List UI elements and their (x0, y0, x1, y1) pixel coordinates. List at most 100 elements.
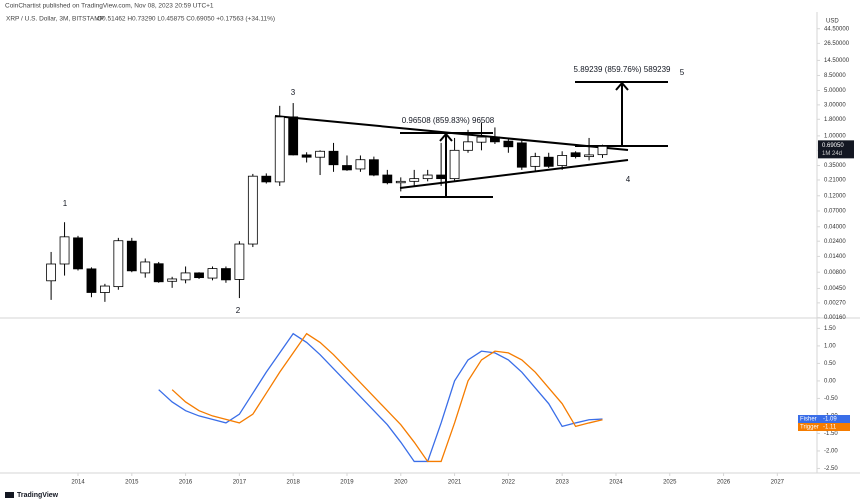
candle-body (382, 174, 393, 184)
candle-body (422, 174, 433, 180)
logo: TradingView (5, 492, 59, 499)
legend-value: -1.11 (823, 425, 837, 431)
indicator-line (171, 332, 603, 463)
x-tick-label: 2023 (555, 480, 569, 486)
y-tick-label: 0.00270 (824, 300, 846, 306)
countdown: 1M 24d (822, 151, 842, 157)
y-tick-label: 1.50 (824, 326, 836, 332)
candle-body (207, 268, 218, 279)
y-tick-label: -0.50 (824, 396, 838, 402)
candle-body (516, 142, 527, 168)
x-tick-label: 2015 (125, 480, 139, 486)
wave-label: 4 (626, 175, 631, 184)
candle-body (395, 180, 406, 184)
y-tick-label: 26.50000 (824, 41, 850, 47)
candle-body (221, 268, 231, 281)
y-tick-label: 8.50000 (824, 73, 846, 79)
arrow-head (439, 132, 453, 142)
wave-label: 3 (291, 88, 296, 97)
logo-mark (5, 492, 14, 498)
x-tick-label: 2016 (179, 480, 193, 486)
candle-body (153, 263, 164, 283)
y-tick-label: 44.50000 (824, 26, 850, 32)
last-price-box (818, 140, 854, 159)
candle-body (543, 156, 554, 167)
y-tick-label: 0.00800 (824, 270, 846, 276)
y-tick-label: -1.50 (824, 431, 838, 437)
candle-body (113, 240, 124, 288)
candle-body (476, 136, 487, 143)
candle-body (557, 155, 568, 166)
candle-body (490, 136, 500, 143)
candle-body (463, 141, 473, 151)
y-tick-label: 5.00000 (824, 88, 846, 94)
y-tick-label: 1.80000 (824, 117, 846, 123)
y-tick-label: 0.00 (824, 378, 836, 384)
x-tick-label: 2022 (502, 480, 516, 486)
y-tick-label: 1.00 (824, 343, 836, 349)
y-tick-label: 0.12000 (824, 193, 846, 199)
y-tick-label: 0.35000 (824, 163, 846, 169)
candle-body (355, 159, 366, 170)
legend-badge (798, 415, 850, 423)
x-tick-label: 2018 (287, 480, 301, 486)
legend-value: -1.09 (823, 417, 837, 423)
candle-body (100, 285, 110, 293)
candle-body (167, 278, 178, 282)
x-tick-label: 2025 (663, 480, 677, 486)
arrow-head (615, 81, 629, 91)
indicator-line (158, 332, 603, 463)
candle-body (247, 175, 258, 245)
symbol: XRP / U.S. Dollar, 3M, BITSTAMP (6, 16, 104, 23)
legend-badge (798, 423, 850, 431)
candle-body (315, 150, 325, 158)
x-tick-label: 2024 (609, 480, 623, 486)
measure-label: 0.96508 (859.83%) 96508 (402, 116, 495, 125)
y-axis-label: USD (826, 19, 839, 25)
candle-body (194, 272, 204, 279)
x-tick-label: 2019 (340, 480, 354, 486)
candle-body (503, 140, 514, 148)
y-tick-label: -2.00 (824, 449, 838, 455)
y-tick-label: 1.00000 (824, 133, 846, 139)
candle-body (46, 263, 57, 282)
x-tick-label: 2027 (771, 480, 785, 486)
candle-body (597, 145, 608, 156)
candle-body (301, 154, 312, 158)
y-tick-label: 0.21000 (824, 178, 846, 184)
wave-label: 1 (63, 199, 68, 208)
wave-label: 5 (680, 68, 685, 77)
candle-body (328, 150, 339, 166)
x-tick-label: 2017 (233, 480, 247, 486)
candle-body (274, 116, 285, 183)
trendline (399, 159, 629, 189)
candle-body (570, 152, 581, 158)
y-tick-label: 0.50 (824, 361, 836, 367)
x-tick-label: 2014 (71, 480, 85, 486)
candle-body (436, 174, 447, 180)
candle-body (409, 178, 420, 182)
last-price: 0.69050 (822, 143, 844, 149)
candle-body (234, 243, 245, 280)
legend-name: Trigger (800, 425, 819, 431)
y-tick-label: 3.00000 (824, 102, 846, 108)
candle-body (584, 154, 594, 158)
x-tick-label: 2026 (717, 480, 731, 486)
ohlc: O0.51462 H0.73290 L0.45875 C0.69050 +0.1… (97, 16, 275, 23)
y-tick-label: 0.01400 (824, 254, 846, 260)
measure-label: 5.89239 (859.76%) 589239 (574, 65, 672, 74)
x-tick-label: 2020 (394, 480, 408, 486)
candle-body (530, 156, 541, 167)
candle-body (261, 175, 272, 183)
drawings (274, 81, 668, 198)
candle-body (126, 240, 137, 272)
wave-label: 2 (236, 306, 241, 315)
candle-body (180, 272, 191, 281)
candle-body (73, 237, 83, 270)
candle-body (342, 165, 352, 171)
publisher: CoinChartist published on TradingView.co… (5, 3, 214, 10)
logo-text: TradingView (17, 492, 59, 499)
candle-body (288, 116, 299, 156)
y-tick-label: 0.02400 (824, 239, 846, 245)
